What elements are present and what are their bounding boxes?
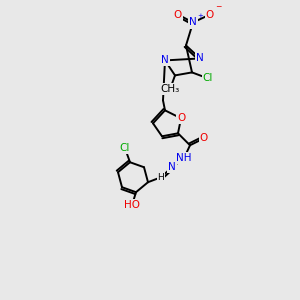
Text: Cl: Cl xyxy=(120,143,130,153)
Text: Cl: Cl xyxy=(203,74,213,83)
Text: N: N xyxy=(189,17,197,28)
Text: CH₃: CH₃ xyxy=(160,84,180,94)
Text: N: N xyxy=(161,56,169,65)
Text: O: O xyxy=(200,133,208,143)
Text: N: N xyxy=(196,53,204,63)
Text: O: O xyxy=(177,113,185,123)
Text: HO: HO xyxy=(124,200,140,210)
Text: −: − xyxy=(215,2,221,11)
Text: O: O xyxy=(174,10,182,20)
Text: H: H xyxy=(158,173,164,182)
Text: +: + xyxy=(197,14,203,20)
Text: NH: NH xyxy=(176,153,192,163)
Text: O: O xyxy=(206,10,214,20)
Text: N: N xyxy=(168,162,176,172)
